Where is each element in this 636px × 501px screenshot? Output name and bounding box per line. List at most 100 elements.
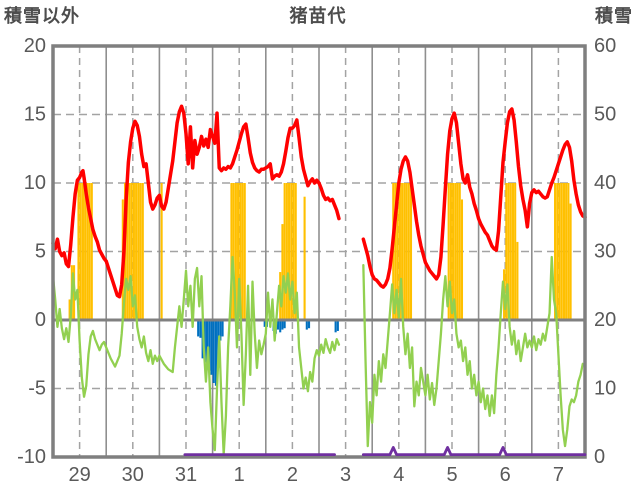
sunshine-bar: [394, 183, 397, 320]
sunshine-bar: [160, 183, 163, 320]
sunshine-bar: [288, 183, 291, 320]
precipitation-bar: [305, 320, 308, 330]
sunshine-bar: [130, 183, 133, 320]
sunshine-bar: [565, 183, 568, 320]
sunshine-bar: [460, 199, 464, 320]
precipitation-bar: [214, 320, 217, 386]
precipitation-bar: [199, 320, 202, 338]
left-axis-tick-label: -10: [17, 446, 46, 468]
precipitation-bar: [219, 320, 222, 341]
precipitation-bar: [281, 320, 284, 330]
sunshine-bar: [84, 183, 87, 320]
left-axis-tick-label: -5: [28, 378, 46, 400]
left-axis-title: 積雪以外: [4, 6, 80, 26]
x-axis-day-label: 30: [122, 464, 144, 486]
sunshine-bar: [403, 183, 406, 320]
x-axis-day-label: 2: [287, 464, 298, 486]
precipitation-bar: [203, 320, 206, 363]
x-axis-day-label: 4: [393, 464, 404, 486]
sunshine-bar: [303, 196, 306, 320]
sunshine-bar: [81, 183, 84, 320]
x-axis-day-label: 7: [553, 464, 564, 486]
sunshine-bar: [569, 203, 572, 320]
precipitation-bar: [197, 320, 200, 337]
sunshine-bar: [68, 299, 71, 320]
precipitation-bar: [221, 320, 224, 337]
x-axis-day-label: 31: [175, 464, 197, 486]
green-line-segment: [51, 255, 341, 456]
sunshine-bar: [396, 183, 399, 320]
plot-border: [51, 44, 587, 459]
precipitation-bar: [206, 320, 209, 364]
right-axis-tick-label: 40: [594, 172, 616, 194]
sunshine-bar: [558, 183, 561, 320]
precipitation-bar: [336, 320, 339, 331]
sunshine-bar: [398, 183, 401, 320]
sunshine-bar: [230, 183, 233, 320]
left-axis-tick-label: 10: [24, 172, 46, 194]
sunshine-bar: [407, 183, 410, 320]
sunshine-bar: [560, 183, 563, 320]
sunshine-bar: [137, 183, 140, 320]
sunshine-bar: [86, 183, 89, 320]
left-axis-tick-label: 5: [35, 241, 46, 263]
sunshine-bar: [77, 183, 80, 320]
left-axis-tick-label: 15: [24, 104, 46, 126]
precipitation-bar: [212, 320, 215, 384]
sunshine-bar: [237, 183, 240, 320]
sunshine-bar: [401, 183, 404, 320]
right-axis-tick-label: 30: [594, 241, 616, 263]
sunshine-bar: [449, 183, 452, 320]
sunshine-bar: [556, 183, 559, 320]
right-axis-tick-label: 0: [594, 446, 605, 468]
x-axis-day-label: 1: [234, 464, 245, 486]
precipitation-bar: [208, 320, 211, 371]
sunshine-bar: [128, 183, 131, 320]
precipitation-bar: [307, 320, 311, 329]
x-axis-day-label: 3: [340, 464, 351, 486]
snow-depth-line-segment: [361, 446, 587, 457]
precipitation-bar: [276, 320, 280, 330]
sunshine-bar: [281, 224, 284, 320]
sunshine-bar: [447, 183, 450, 320]
sunshine-bar: [511, 183, 515, 320]
sunshine-bar: [509, 183, 512, 320]
sunshine-bar: [294, 183, 297, 320]
sunshine-bar: [90, 183, 93, 320]
sunshine-bar: [454, 183, 457, 320]
sunshine-bar: [458, 183, 461, 320]
right-axis-title: 積雪: [595, 6, 633, 26]
sunshine-bar: [505, 183, 508, 320]
sunshine-bar: [514, 183, 517, 320]
sunshine-bar: [452, 183, 455, 320]
sunshine-bar: [232, 183, 235, 320]
temperature-segment: [361, 107, 587, 289]
right-axis-tick-label: 10: [594, 378, 616, 400]
precipitation-bar: [334, 320, 337, 333]
sunshine-bar: [241, 183, 244, 320]
sunshine-bar: [567, 183, 570, 320]
sunshine-bar: [292, 183, 295, 320]
sunshine-bar: [562, 183, 565, 320]
precipitation-bar: [263, 320, 266, 327]
right-axis-tick-label: 60: [594, 35, 616, 57]
right-axis-tick-label: 20: [594, 309, 616, 331]
sunshine-bar: [79, 183, 82, 320]
x-axis-day-label: 6: [500, 464, 511, 486]
sunshine-bar: [239, 183, 242, 320]
chart-title: 猪苗代: [289, 6, 347, 26]
sunshine-bar: [132, 183, 135, 320]
sunshine-bar: [456, 183, 459, 320]
sunshine-bar: [126, 183, 129, 320]
sunshine-bar: [88, 183, 91, 320]
precipitation-bar: [283, 320, 286, 329]
precipitation-bar: [279, 320, 282, 333]
sunshine-bar: [507, 183, 510, 320]
x-axis-day-label: 5: [446, 464, 457, 486]
sunshine-bar: [243, 183, 246, 320]
sunshine-bar: [139, 183, 142, 320]
sunshine-bar: [554, 183, 557, 320]
temperature-segment: [51, 104, 341, 299]
green-line-segment: [362, 255, 584, 448]
